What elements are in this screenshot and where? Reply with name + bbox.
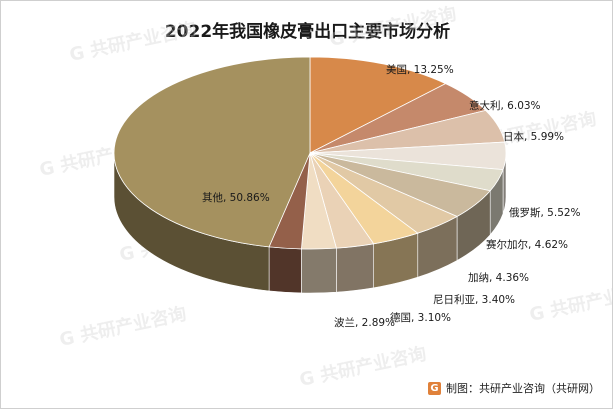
label-layer: 美国, 13.25% 意大利, 6.03% 日本, 5.99% 俄罗斯, 5.52% 赛…	[202, 63, 581, 329]
slice-side-8	[336, 243, 374, 293]
slice-label-10: 波兰, 2.89%	[334, 316, 395, 329]
logo-icon: G	[428, 381, 441, 395]
slice-label-5: 俄罗斯, 5.52%	[509, 206, 581, 219]
source-note: G 制图：共研产业咨询（共研网）	[428, 380, 600, 396]
chart-title: 2022年我国橡皮膏出口主要市场分析	[164, 22, 451, 42]
pie-top-layer	[113, 56, 507, 250]
watermark-6: G 共研产业咨询	[57, 303, 188, 351]
slice-label-1: 意大利, 6.03%	[469, 99, 541, 112]
watermark-7: G 共研产业咨询	[297, 343, 428, 391]
slice-label-9: 德国, 3.10%	[390, 311, 451, 324]
slice-label-7: 加纳, 4.36%	[468, 271, 529, 284]
slice-side-10	[268, 246, 302, 294]
slice-label-8: 尼日利亚, 3.40%	[433, 294, 515, 306]
slice-label-6: 赛尔加尔, 4.62%	[486, 238, 568, 251]
slice-label-2: 日本, 5.99%	[503, 130, 564, 143]
watermark-8: G 共研产业咨询	[527, 278, 613, 326]
watermark-1: G 共研产业咨询	[327, 3, 458, 51]
source-text: 制图：共研产业咨询（共研网）	[446, 382, 600, 395]
slice-0	[309, 56, 447, 154]
slice-label-11: 其他, 50.86%	[202, 191, 270, 204]
slice-label-0: 美国, 13.25%	[386, 63, 454, 76]
slice-11	[113, 56, 311, 248]
slice-side-9	[301, 247, 337, 294]
watermark-0: G 共研产业咨询	[67, 18, 198, 66]
